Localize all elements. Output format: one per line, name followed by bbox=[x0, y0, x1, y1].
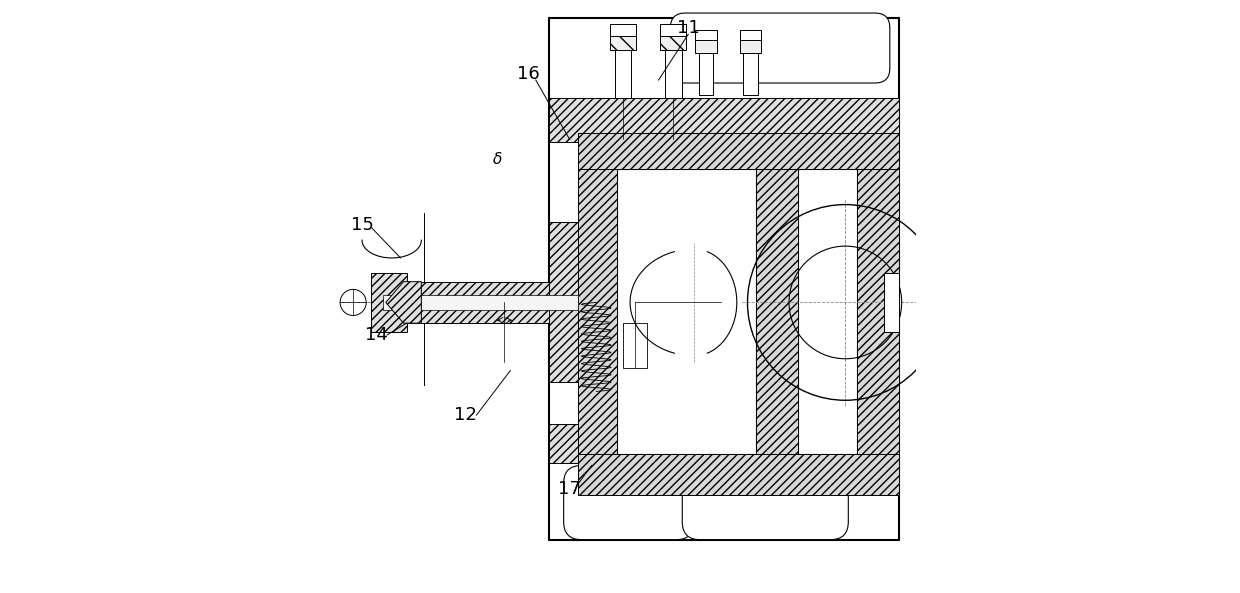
Polygon shape bbox=[857, 169, 899, 454]
Bar bbox=[610, 24, 636, 36]
Polygon shape bbox=[579, 169, 618, 454]
Bar bbox=[665, 39, 682, 98]
Text: 16: 16 bbox=[517, 65, 539, 83]
Text: $\delta$: $\delta$ bbox=[492, 151, 502, 167]
Polygon shape bbox=[386, 282, 422, 323]
Text: 15: 15 bbox=[351, 216, 373, 234]
Polygon shape bbox=[549, 424, 899, 463]
Bar bbox=[622, 323, 647, 368]
Polygon shape bbox=[579, 454, 899, 495]
Polygon shape bbox=[756, 169, 797, 454]
Bar bbox=[610, 34, 636, 50]
Polygon shape bbox=[394, 282, 579, 302]
Text: 17: 17 bbox=[558, 480, 582, 498]
Bar bbox=[740, 39, 761, 53]
Text: 14: 14 bbox=[366, 326, 388, 344]
Bar bbox=[696, 39, 717, 53]
Bar bbox=[615, 39, 631, 98]
Bar bbox=[740, 30, 761, 40]
Bar bbox=[661, 34, 687, 50]
FancyBboxPatch shape bbox=[564, 466, 694, 540]
Bar bbox=[696, 30, 717, 40]
Bar bbox=[383, 295, 579, 310]
Polygon shape bbox=[549, 98, 899, 142]
Bar bbox=[797, 169, 857, 454]
FancyBboxPatch shape bbox=[671, 13, 890, 83]
Bar bbox=[661, 24, 687, 36]
Bar bbox=[618, 169, 756, 454]
Polygon shape bbox=[579, 133, 899, 169]
Bar bbox=[699, 42, 713, 95]
Bar bbox=[884, 273, 899, 332]
Bar bbox=[743, 42, 758, 95]
FancyBboxPatch shape bbox=[682, 466, 848, 540]
Text: 11: 11 bbox=[677, 20, 699, 37]
Polygon shape bbox=[549, 222, 579, 382]
Polygon shape bbox=[394, 302, 579, 323]
Polygon shape bbox=[371, 273, 407, 332]
Text: 12: 12 bbox=[454, 406, 477, 424]
Bar bbox=[549, 18, 899, 540]
